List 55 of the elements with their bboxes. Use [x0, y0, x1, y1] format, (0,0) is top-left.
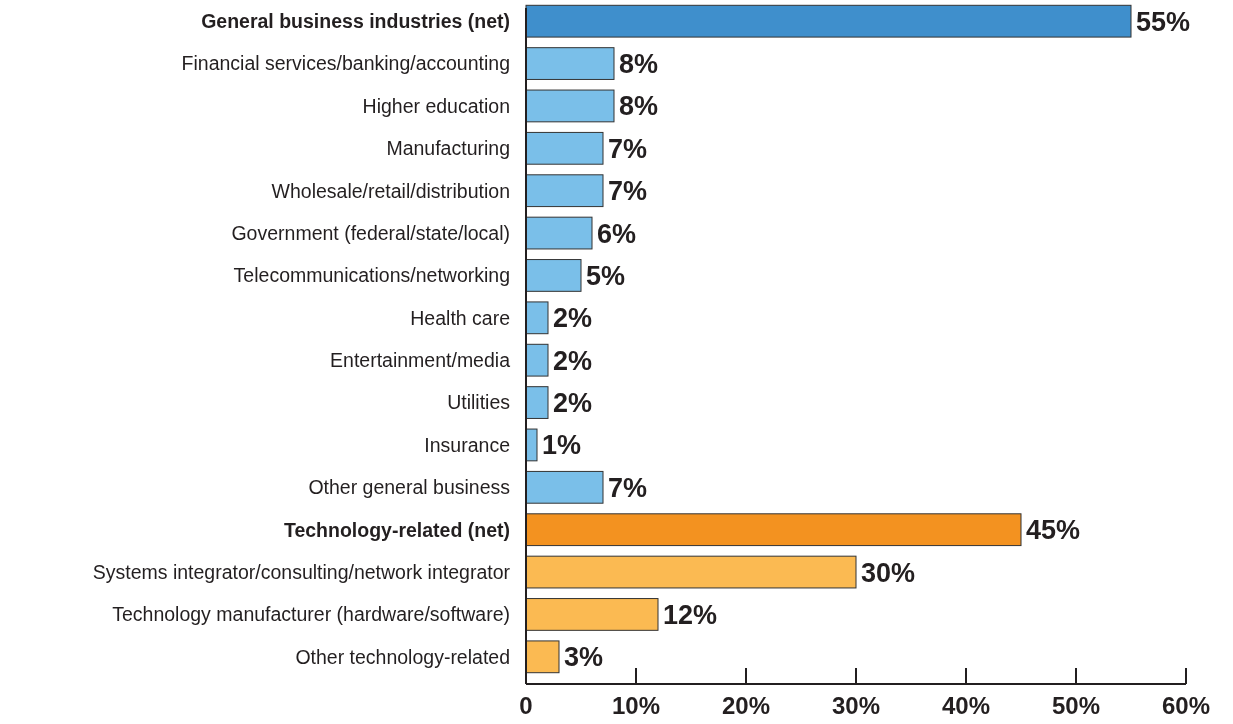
- bar: [525, 259, 582, 292]
- data-label: 55%: [1136, 6, 1191, 37]
- x-tick-label: 20%: [721, 692, 771, 719]
- y-tick-label: Financial services/banking/accounting: [181, 52, 510, 75]
- y-tick-label: Technology-related (net): [283, 518, 510, 541]
- bar: [525, 89, 615, 123]
- y-tick-label: Higher education: [362, 94, 510, 117]
- bar: [525, 131, 604, 165]
- data-label: 7%: [608, 472, 648, 503]
- data-label: 5%: [586, 260, 626, 291]
- x-tick-label: 60%: [1161, 692, 1211, 719]
- bar: [525, 216, 593, 250]
- data-label: 45%: [1026, 515, 1081, 546]
- y-tick-label: Systems integrator/consulting/network integrator: [92, 560, 511, 583]
- data-label: 1%: [542, 430, 582, 461]
- x-tick-label: 30%: [831, 692, 881, 719]
- data-label: 6%: [597, 218, 637, 249]
- bar: [525, 470, 604, 504]
- data-label: 7%: [608, 176, 648, 207]
- y-tick-label: Entertainment/media: [330, 349, 511, 372]
- bar: [525, 343, 549, 377]
- data-label: 2%: [553, 388, 593, 419]
- data-label: 8%: [619, 91, 659, 122]
- y-tick-label: Health care: [410, 306, 510, 329]
- y-tick-label: Other general business: [308, 476, 511, 499]
- data-label: 8%: [619, 49, 659, 80]
- y-tick-label: Insurance: [424, 433, 510, 456]
- bar: [525, 640, 560, 674]
- data-label: 30%: [861, 557, 916, 588]
- data-label: 2%: [553, 303, 593, 334]
- x-tick-label: 40%: [941, 692, 991, 719]
- bar: [525, 513, 1022, 547]
- x-tick-label: 0: [519, 692, 533, 719]
- x-tick-label: 10%: [611, 692, 661, 719]
- y-tick-label: Manufacturing: [386, 137, 510, 160]
- data-label: 7%: [608, 133, 648, 164]
- bar: [525, 428, 538, 462]
- y-tick-label: Government (federal/state/local): [231, 221, 510, 244]
- data-label: 12%: [663, 599, 718, 630]
- y-tick-label: Utilities: [447, 391, 511, 414]
- bar: [525, 174, 604, 208]
- y-tick-label: Other technology-related: [295, 645, 510, 668]
- bar: [525, 47, 615, 80]
- y-tick-label: Wholesale/retail/distribution: [271, 179, 510, 202]
- x-tick-label: 50%: [1051, 692, 1101, 719]
- data-label: 2%: [553, 345, 593, 376]
- bar: [525, 386, 549, 419]
- bar: [525, 598, 659, 631]
- bar: [525, 555, 857, 589]
- y-tick-label: Technology manufacturer (hardware/software): [112, 603, 510, 626]
- y-tick-label: General business industries (net): [201, 10, 510, 33]
- y-tick-label: Telecommunications/networking: [233, 264, 510, 287]
- bar: [525, 4, 1132, 38]
- data-label: 3%: [564, 642, 604, 673]
- bar: [525, 301, 549, 335]
